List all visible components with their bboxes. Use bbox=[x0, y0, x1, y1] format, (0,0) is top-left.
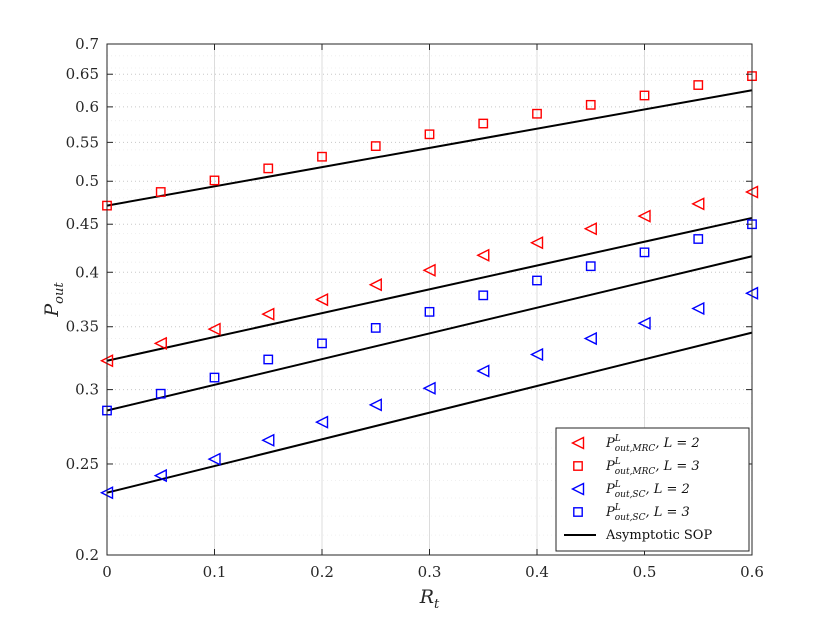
triangle-marker bbox=[261, 307, 275, 321]
triangle-marker bbox=[368, 278, 382, 292]
triangle-marker bbox=[637, 209, 651, 223]
y-tick-label: 0.7 bbox=[75, 35, 99, 53]
triangle-marker bbox=[207, 452, 221, 466]
asymptotic-lines bbox=[106, 89, 753, 494]
triangle-marker bbox=[476, 364, 490, 378]
square-marker bbox=[424, 306, 435, 317]
y-tick-label: 0.65 bbox=[66, 65, 99, 83]
y-tick-label: 0.6 bbox=[75, 98, 99, 116]
legend-marker-square bbox=[573, 507, 583, 517]
square-marker bbox=[532, 108, 542, 119]
legend-marker-triangle bbox=[570, 482, 585, 496]
y-tick-label: 0.25 bbox=[66, 455, 99, 473]
asymptotic-line bbox=[106, 216, 753, 362]
triangle-marker bbox=[529, 347, 544, 362]
triangle-marker bbox=[422, 263, 436, 277]
triangle-marker bbox=[314, 293, 329, 307]
square-marker bbox=[317, 151, 327, 162]
triangle-marker bbox=[368, 398, 382, 412]
legend-label: Asymptotic SOP bbox=[605, 528, 712, 543]
triangle-marker bbox=[207, 322, 221, 336]
square-marker bbox=[155, 187, 166, 197]
square-marker bbox=[424, 129, 435, 140]
legend-marker-square bbox=[573, 461, 583, 471]
triangle-marker bbox=[422, 381, 436, 395]
triangle-marker bbox=[583, 331, 597, 346]
square-marker bbox=[478, 290, 489, 301]
asymptotic-line bbox=[106, 331, 753, 494]
triangle-marker bbox=[583, 222, 597, 236]
square-marker bbox=[585, 99, 596, 110]
x-tick-label: 0.2 bbox=[310, 563, 334, 581]
square-marker bbox=[478, 118, 489, 129]
triangle-marker bbox=[529, 236, 544, 250]
asymptotic-line bbox=[106, 89, 753, 207]
square-marker bbox=[532, 275, 542, 286]
x-tick-label: 0.6 bbox=[740, 563, 764, 581]
legend-label: PL out,MRC, L = 2 bbox=[605, 434, 700, 454]
triangle-marker bbox=[153, 468, 167, 483]
x-axis-label: Rt bbox=[419, 586, 440, 612]
square-marker bbox=[209, 175, 220, 186]
legend-label: PL out,SC, L = 2 bbox=[605, 480, 690, 500]
square-marker bbox=[317, 338, 327, 349]
triangle-marker bbox=[691, 301, 705, 316]
square-marker bbox=[693, 80, 704, 90]
x-tick-label: 0.3 bbox=[418, 563, 442, 581]
square-marker bbox=[370, 141, 381, 151]
y-tick-label: 0.45 bbox=[66, 215, 99, 233]
square-marker bbox=[155, 388, 166, 399]
square-marker bbox=[263, 354, 274, 365]
square-marker bbox=[263, 163, 274, 174]
legend-label: PL out,SC, L = 3 bbox=[605, 503, 690, 523]
square-marker bbox=[693, 234, 704, 244]
y-axis-label: Pout bbox=[41, 282, 67, 318]
square-marker bbox=[639, 90, 650, 101]
square-marker bbox=[209, 372, 220, 383]
x-tick-label: 0.4 bbox=[525, 563, 549, 581]
square-marker bbox=[585, 261, 596, 272]
x-tick-label: 0.5 bbox=[633, 563, 657, 581]
triangle-marker bbox=[261, 433, 275, 447]
triangle-marker bbox=[691, 197, 705, 211]
asymptotic-line bbox=[106, 255, 753, 412]
legend-marker-triangle bbox=[570, 436, 585, 450]
x-tick-label: 0 bbox=[102, 563, 112, 581]
triangle-marker bbox=[637, 316, 651, 330]
y-tick-label: 0.5 bbox=[75, 172, 99, 190]
square-marker bbox=[639, 247, 650, 258]
legend-box bbox=[555, 427, 750, 552]
triangle-marker bbox=[153, 336, 167, 351]
legend-label: PL out,MRC, L = 3 bbox=[605, 457, 700, 477]
triangle-marker bbox=[314, 415, 329, 429]
axes: 0 0.1 0.2 0.3 0.4 0.5 0.6 0.2 0.25 0.3 0.35 0.4 0.45… bbox=[41, 35, 764, 612]
y-tick-label: 0.2 bbox=[75, 546, 99, 564]
x-tick-label: 0.1 bbox=[203, 563, 227, 581]
data-markers bbox=[99, 71, 759, 500]
y-tick-label: 0.3 bbox=[75, 381, 99, 399]
y-tick-label: 0.4 bbox=[75, 263, 99, 281]
y-tick-label: 0.35 bbox=[66, 318, 99, 336]
square-marker bbox=[370, 323, 381, 333]
triangle-marker bbox=[476, 248, 490, 262]
legend: PL out,MRC, L = 2 PL out,MRC, L = 3 PL out,SC… bbox=[555, 427, 750, 552]
y-tick-label: 0.55 bbox=[66, 133, 99, 151]
